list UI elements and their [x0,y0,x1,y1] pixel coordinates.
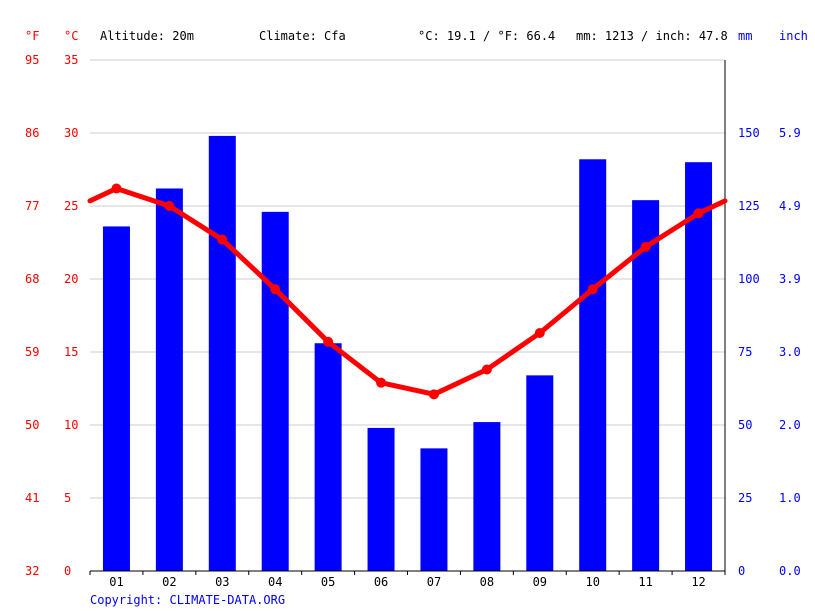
fahrenheit-tick-label: 95 [25,53,39,67]
temperature-point [693,208,704,219]
precipitation-bar [314,343,342,571]
celsius-tick-label: 30 [64,126,78,140]
fahrenheit-tick-label: 68 [25,272,39,286]
axes [89,60,726,575]
month-tick-label: 12 [691,575,705,589]
mm-tick-label: 0 [738,564,745,578]
mm-tick-label: 125 [738,199,760,213]
mm-tick-label: 25 [738,491,752,505]
temperature-point [376,377,387,388]
grid-lines [90,59,725,499]
precipitation-bar [632,200,660,571]
celsius-tick-label: 35 [64,53,78,67]
month-tick-label: 05 [321,575,335,589]
month-tick-label: 06 [374,575,388,589]
copyright-link[interactable]: Copyright: CLIMATE-DATA.ORG [90,593,285,607]
inch-tick-label: 4.9 [779,199,801,213]
month-tick-label: 10 [585,575,599,589]
inch-unit-label: inch [779,29,808,43]
month-tick-label: 01 [109,575,123,589]
celsius-tick-label: 15 [64,345,78,359]
temperature-point [640,241,651,252]
temperature-point [270,284,281,295]
celsius-unit-label: °C [64,29,78,43]
inch-tick-label: 0.0 [779,564,801,578]
temperature-point [217,234,228,245]
month-tick-label: 02 [162,575,176,589]
tick-labels: 0 32 5 41 10 50 15 59 20 68 25 77 30 86 35 95 0 0.0 25 1.0 5… [25,53,801,589]
month-tick-label: 03 [215,575,229,589]
celsius-tick-label: 0 [64,564,71,578]
precipitation-bar [685,162,713,571]
precipitation-bar [473,422,501,571]
precipitation-bar [579,159,607,571]
temperature-point [111,183,122,194]
fahrenheit-tick-label: 50 [25,418,39,432]
temperature-series-line [87,186,728,397]
mm-unit-label: mm [738,29,752,43]
celsius-tick-label: 20 [64,272,78,286]
fahrenheit-tick-label: 41 [25,491,39,505]
average-temperature-label: °C: 19.1 / °F: 66.4 [418,29,555,43]
precipitation-bar [102,226,130,571]
temperature-point [534,328,545,339]
temperature-point [164,201,175,211]
mm-tick-label: 100 [738,272,760,286]
month-tick-label: 09 [533,575,547,589]
total-precipitation-label: mm: 1213 / inch: 47.8 [576,29,728,43]
climate-label: Climate: Cfa [259,29,346,43]
inch-tick-label: 3.0 [779,345,801,359]
fahrenheit-tick-label: 77 [25,199,39,213]
mm-tick-label: 75 [738,345,752,359]
precipitation-bar [367,427,395,571]
inch-tick-label: 1.0 [779,491,801,505]
precipitation-bar [420,448,448,571]
inch-tick-label: 2.0 [779,418,801,432]
month-tick-label: 04 [268,575,282,589]
fahrenheit-tick-label: 86 [25,126,39,140]
inch-tick-label: 5.9 [779,126,801,140]
altitude-label: Altitude: 20m [100,29,194,43]
temperature-line [87,183,728,400]
celsius-tick-label: 5 [64,491,71,505]
fahrenheit-tick-label: 59 [25,345,39,359]
mm-tick-label: 50 [738,418,752,432]
precipitation-bars [102,135,713,572]
temperature-point [323,336,334,347]
precipitation-bar [208,135,236,572]
fahrenheit-unit-label: °F [25,29,39,43]
precipitation-bar [155,188,183,572]
fahrenheit-tick-label: 32 [25,564,39,578]
month-tick-label: 07 [427,575,441,589]
temperature-point [428,389,439,400]
temperature-point [587,284,598,295]
celsius-tick-label: 25 [64,199,78,213]
celsius-tick-label: 10 [64,418,78,432]
mm-tick-label: 150 [738,126,760,140]
month-tick-label: 08 [480,575,494,589]
month-tick-label: 11 [638,575,652,589]
precipitation-bar [261,211,289,571]
inch-tick-label: 3.9 [779,272,801,286]
temperature-point [481,364,492,375]
precipitation-bar [526,375,554,571]
